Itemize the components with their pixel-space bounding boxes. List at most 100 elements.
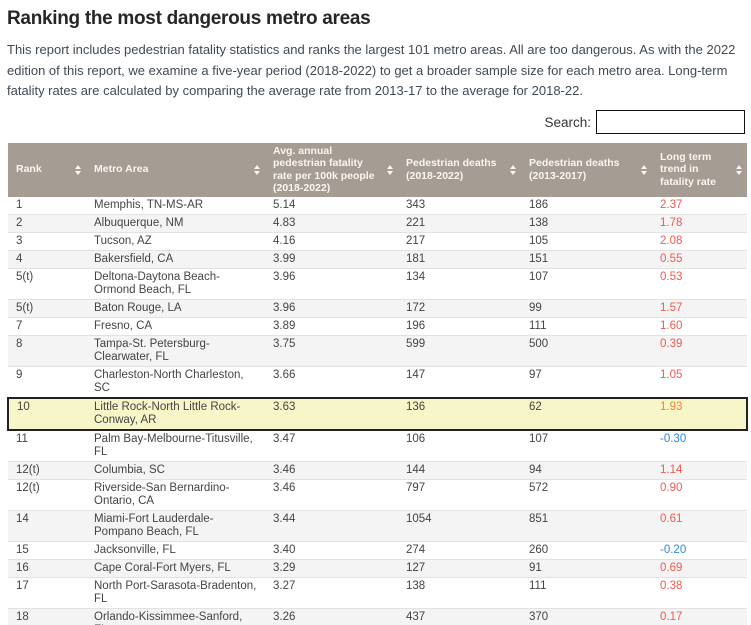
cell-deaths_2018_2022: 437 [398,608,521,625]
cell-trend: -0.20 [652,541,747,560]
cell-rank: 14 [8,510,86,542]
cell-rank: 7 [8,317,86,336]
cell-rank: 8 [8,335,86,367]
cell-rate: 3.89 [265,317,398,336]
cell-deaths_2018_2022: 1054 [398,510,521,542]
column-label: Metro Area [94,163,149,176]
cell-deaths_2013_2017: 62 [521,396,652,431]
cell-metro: Palm Bay-Melbourne-Titusville, FL [86,429,265,462]
table-row: 15 Jacksonville, FL 3.40 274 260 -0.20 [8,541,747,560]
cell-trend: 0.17 [652,608,747,625]
table-row: 17 North Port-Sarasota-Bradenton, FL 3.27 1… [8,577,747,609]
cell-rate: 3.46 [265,479,398,511]
cell-rate: 4.16 [265,232,398,251]
cell-rank: 10 [7,396,86,431]
cell-rank: 12(t) [8,461,86,480]
sort-both-icon [641,164,647,175]
cell-deaths_2013_2017: 151 [521,250,652,269]
cell-rate: 3.75 [265,335,398,367]
cell-deaths_2013_2017: 851 [521,510,652,542]
cell-deaths_2013_2017: 370 [521,608,652,625]
table-row: 11 Palm Bay-Melbourne-Titusville, FL 3.47 1… [8,429,747,462]
cell-trend: 0.61 [652,510,747,542]
table-row: 12(t) Riverside-San Bernardino-Ontario, C… [8,479,747,511]
table-row: 4 Bakersfield, CA 3.99 181 151 0.55 [8,250,747,269]
cell-metro: Riverside-San Bernardino-Ontario, CA [86,479,265,511]
cell-rate: 3.26 [265,608,398,625]
cell-rank: 1 [8,196,86,215]
cell-deaths_2013_2017: 97 [521,366,652,398]
sort-both-icon [510,164,516,175]
cell-trend: 0.39 [652,335,747,367]
cell-metro: Baton Rouge, LA [86,299,265,318]
cell-rate: 3.46 [265,461,398,480]
cell-trend: 1.60 [652,317,747,336]
cell-deaths_2018_2022: 106 [398,429,521,462]
cell-metro: Tampa-St. Petersburg-Clearwater, FL [86,335,265,367]
cell-deaths_2013_2017: 105 [521,232,652,251]
cell-deaths_2013_2017: 500 [521,335,652,367]
column-label: Avg. annual pedestrian fatality rate per… [273,144,375,195]
column-header-trend[interactable]: Long term trend in fatality rate [652,142,747,197]
cell-rank: 5(t) [8,268,86,300]
table-row: 7 Fresno, CA 3.89 196 111 1.60 [8,317,747,336]
cell-metro: Little Rock-North Little Rock-Conway, AR [86,396,265,431]
cell-metro: North Port-Sarasota-Bradenton, FL [86,577,265,609]
cell-deaths_2018_2022: 144 [398,461,521,480]
cell-deaths_2013_2017: 260 [521,541,652,560]
cell-trend: 0.53 [652,268,747,300]
cell-rate: 4.83 [265,214,398,233]
cell-metro: Tucson, AZ [86,232,265,251]
cell-rate: 3.66 [265,366,398,398]
cell-deaths_2018_2022: 136 [398,396,521,431]
sort-both-icon [75,164,81,175]
cell-deaths_2018_2022: 134 [398,268,521,300]
table-row: 8 Tampa-St. Petersburg-Clearwater, FL 3.75… [8,335,747,367]
cell-rank: 3 [8,232,86,251]
cell-metro: Cape Coral-Fort Myers, FL [86,559,265,578]
cell-deaths_2018_2022: 147 [398,366,521,398]
column-header-deaths_2013_2017[interactable]: Pedestrian deaths (2013-2017) [521,142,652,197]
cell-deaths_2018_2022: 138 [398,577,521,609]
table-header: Rank Metro Area Avg. annual pedestrian fat… [8,142,747,197]
cell-deaths_2013_2017: 94 [521,461,652,480]
cell-rate: 3.63 [265,396,398,431]
cell-metro: Memphis, TN-MS-AR [86,196,265,215]
cell-deaths_2018_2022: 797 [398,479,521,511]
table-row: 14 Miami-Fort Lauderdale-Pompano Beach, F… [8,510,747,542]
column-label: Rank [16,163,42,176]
cell-trend: 0.38 [652,577,747,609]
column-header-deaths_2018_2022[interactable]: Pedestrian deaths (2018-2022) [398,142,521,197]
column-header-rank[interactable]: Rank [8,142,86,197]
column-header-metro[interactable]: Metro Area [86,142,265,197]
sort-both-icon [254,164,260,175]
cell-trend: 1.14 [652,461,747,480]
cell-deaths_2013_2017: 138 [521,214,652,233]
search-label: Search: [544,114,591,130]
search-input[interactable] [596,110,745,134]
cell-deaths_2018_2022: 221 [398,214,521,233]
cell-deaths_2013_2017: 107 [521,268,652,300]
cell-deaths_2013_2017: 572 [521,479,652,511]
cell-trend: 0.69 [652,559,747,578]
cell-metro: Deltona-Daytona Beach-Ormond Beach, FL [86,268,265,300]
cell-deaths_2018_2022: 217 [398,232,521,251]
cell-rate: 3.44 [265,510,398,542]
metro-ranking-table: Rank Metro Area Avg. annual pedestrian fat… [7,142,748,625]
intro-text: This report includes pedestrian fatality… [7,42,736,98]
cell-rate: 3.27 [265,577,398,609]
cell-rate: 5.14 [265,196,398,215]
column-label: Pedestrian deaths (2013-2017) [529,157,620,182]
cell-deaths_2013_2017: 91 [521,559,652,578]
cell-deaths_2018_2022: 172 [398,299,521,318]
cell-metro: Bakersfield, CA [86,250,265,269]
column-header-rate[interactable]: Avg. annual pedestrian fatality rate per… [265,142,398,197]
sort-both-icon [736,164,742,175]
cell-rank: 17 [8,577,86,609]
cell-rate: 3.96 [265,299,398,318]
table-row: 5(t) Baton Rouge, LA 3.96 172 99 1.57 [8,299,747,318]
cell-rank: 5(t) [8,299,86,318]
cell-metro: Miami-Fort Lauderdale-Pompano Beach, FL [86,510,265,542]
cell-trend: 1.57 [652,299,747,318]
